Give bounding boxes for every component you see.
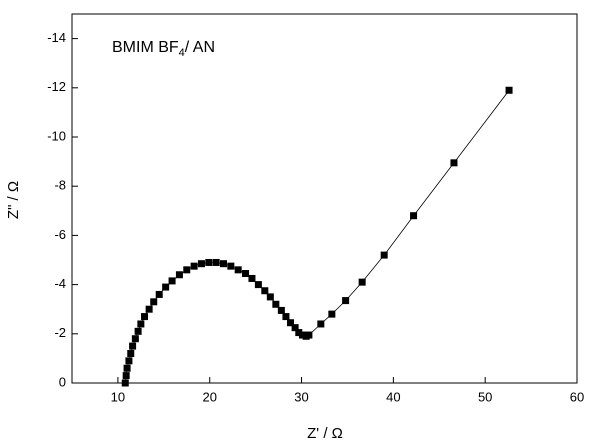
y-tick-label: -14	[47, 30, 66, 45]
annotation-text: BMIM BF	[112, 39, 179, 56]
data-point	[127, 349, 135, 357]
data-point	[123, 364, 131, 372]
data-point	[298, 331, 306, 339]
data-point	[137, 320, 145, 328]
y-tick-label: -2	[54, 325, 66, 340]
data-point	[242, 270, 250, 278]
x-tick-label: 50	[478, 389, 492, 404]
data-point	[150, 298, 158, 306]
data-point	[261, 287, 269, 295]
data-point	[141, 313, 149, 321]
y-tick-label: 0	[59, 374, 66, 389]
data-point	[131, 335, 139, 343]
data-point	[317, 320, 325, 328]
data-point	[277, 306, 285, 314]
data-point	[155, 290, 163, 298]
data-point	[129, 342, 137, 350]
y-axis-label: Z" / Ω	[5, 181, 22, 219]
data-point	[190, 262, 198, 270]
data-point	[272, 300, 280, 308]
x-tick-label: 20	[202, 389, 216, 404]
annotation: BMIM BF4/ AN	[112, 39, 215, 59]
data-point	[305, 331, 313, 339]
data-point	[125, 357, 133, 365]
x-tick-label: 10	[111, 389, 125, 404]
data-point	[134, 327, 142, 335]
data-point	[168, 277, 176, 285]
data-point	[295, 329, 303, 337]
data-point	[175, 271, 183, 279]
data-point	[450, 159, 458, 167]
x-axis-label: Z' / Ω	[307, 425, 343, 442]
data-point	[328, 310, 336, 318]
data-line	[124, 90, 510, 384]
data-point	[212, 258, 220, 266]
data-point	[505, 86, 513, 94]
data-point	[380, 251, 388, 259]
data-point	[287, 319, 295, 327]
data-point	[358, 278, 366, 286]
plot-frame	[71, 13, 578, 384]
data-point	[282, 313, 290, 321]
x-tick-label: 30	[294, 389, 308, 404]
data-point	[122, 372, 130, 380]
data-point	[162, 283, 170, 291]
data-point	[145, 305, 153, 313]
data-point	[248, 274, 256, 282]
data-point	[410, 212, 418, 220]
data-point	[183, 266, 191, 274]
data-point	[291, 324, 299, 332]
x-tick-label: 60	[570, 389, 584, 404]
data-point	[121, 379, 129, 387]
data-point	[342, 297, 350, 305]
data-point	[234, 266, 242, 274]
data-point	[266, 293, 274, 301]
data-point	[205, 258, 213, 266]
y-tick-label: -10	[47, 128, 66, 143]
data-point	[227, 262, 235, 270]
annotation-suffix: / AN	[185, 39, 215, 56]
data-point	[197, 260, 205, 268]
data-point	[254, 281, 262, 289]
annotation-subscript: 4	[179, 47, 185, 59]
data-point	[220, 260, 227, 268]
y-tick-label: -4	[54, 276, 66, 291]
y-tick-label: -8	[54, 178, 66, 193]
y-tick-label: -12	[47, 79, 66, 94]
y-tick-label: -6	[54, 227, 66, 242]
x-tick-label: 40	[386, 389, 400, 404]
